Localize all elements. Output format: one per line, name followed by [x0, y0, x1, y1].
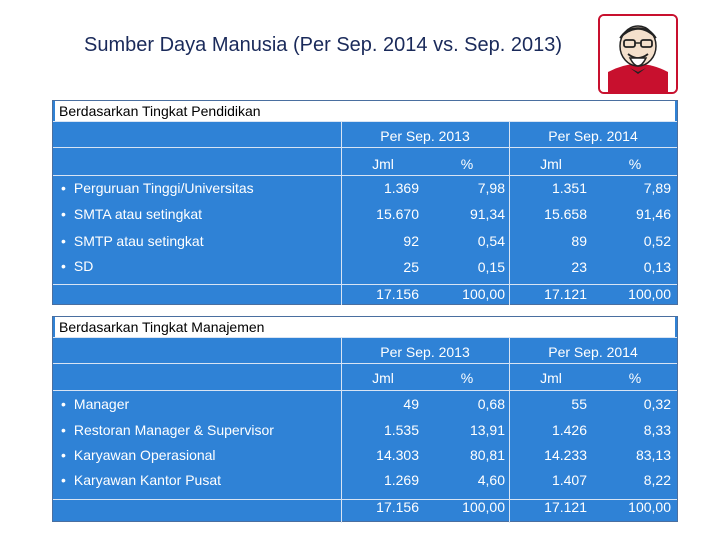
row-label: • Perguruan Tinggi/Universitas — [61, 180, 254, 196]
cell-pct-2013: 7,98 — [477, 180, 505, 196]
cell-jml-2014: 1.426 — [551, 422, 587, 438]
cell-pct-2014: 8,22 — [643, 472, 671, 488]
cell-pct-2013: 4,60 — [477, 472, 505, 488]
cell-pct-2014: 7,89 — [643, 180, 671, 196]
cell-jml-2013: 1.269 — [383, 472, 419, 488]
total-jml-2013: 17.156 — [376, 499, 419, 515]
cell-jml-2014: 23 — [571, 259, 587, 275]
cell-jml-2014: 1.407 — [551, 472, 587, 488]
management-heading: Berdasarkan Tingkat Manajemen — [55, 317, 675, 337]
cell-jml-2014: 15.658 — [544, 206, 587, 222]
cell-pct-2013: 13,91 — [469, 422, 505, 438]
total-jml-2014: 17.121 — [544, 499, 587, 515]
edu-col-pct-2013: % — [460, 156, 474, 172]
cell-jml-2013: 1.535 — [383, 422, 419, 438]
cell-pct-2014: 0,13 — [643, 259, 671, 275]
total-pct-2013: 100,00 — [462, 286, 505, 302]
management-table: Berdasarkan Tingkat Manajemen Per Sep. 2… — [52, 316, 678, 523]
cell-jml-2014: 55 — [571, 396, 587, 412]
cell-pct-2013: 80,81 — [469, 447, 505, 463]
cell-jml-2013: 1.369 — [383, 180, 419, 196]
mgmt-period-2014: Per Sep. 2014 — [548, 344, 638, 360]
edu-col-pct-2014: % — [628, 156, 642, 172]
cell-pct-2013: 0,54 — [477, 233, 505, 249]
edu-col-jml-2013: Jml — [372, 156, 394, 172]
kfc-logo — [598, 14, 678, 94]
cell-pct-2014: 8,33 — [643, 422, 671, 438]
education-table: Berdasarkan Tingkat Pendidikan Per Sep. … — [52, 100, 678, 305]
cell-jml-2014: 14.233 — [544, 447, 587, 463]
cell-jml-2013: 15.670 — [376, 206, 419, 222]
total-pct-2014: 100,00 — [628, 286, 671, 302]
cell-pct-2013: 0,15 — [477, 259, 505, 275]
colonel-face-icon — [600, 16, 676, 92]
mgmt-col-jml-2014: Jml — [540, 370, 562, 386]
cell-jml-2013: 49 — [403, 396, 419, 412]
edu-col-jml-2014: Jml — [540, 156, 562, 172]
edu-period-2014: Per Sep. 2014 — [548, 128, 638, 144]
mgmt-period-2013: Per Sep. 2013 — [380, 344, 470, 360]
education-heading: Berdasarkan Tingkat Pendidikan — [55, 101, 675, 121]
cell-jml-2013: 92 — [403, 233, 419, 249]
total-jml-2013: 17.156 — [376, 286, 419, 302]
mgmt-col-jml-2013: Jml — [372, 370, 394, 386]
cell-pct-2013: 91,34 — [469, 206, 505, 222]
cell-pct-2013: 0,68 — [477, 396, 505, 412]
mgmt-col-pct-2014: % — [628, 370, 642, 386]
row-label: • SD — [61, 258, 94, 274]
row-label: • SMTP atau setingkat — [61, 233, 204, 249]
row-label: • Karyawan Kantor Pusat — [61, 472, 221, 488]
cell-jml-2013: 25 — [403, 259, 419, 275]
row-label: • SMTA atau setingkat — [61, 206, 203, 222]
total-jml-2014: 17.121 — [544, 286, 587, 302]
cell-jml-2013: 14.303 — [376, 447, 419, 463]
cell-pct-2014: 0,32 — [643, 396, 671, 412]
cell-jml-2014: 1.351 — [551, 180, 587, 196]
page-title: Sumber Daya Manusia (Per Sep. 2014 vs. S… — [84, 34, 563, 56]
total-pct-2013: 100,00 — [462, 499, 505, 515]
cell-pct-2014: 83,13 — [635, 447, 671, 463]
cell-jml-2014: 89 — [571, 233, 587, 249]
row-label: • Restoran Manager & Supervisor — [61, 422, 274, 438]
row-label: • Karyawan Operasional — [61, 447, 216, 463]
edu-period-2013: Per Sep. 2013 — [380, 128, 470, 144]
row-label: • Manager — [61, 396, 130, 412]
cell-pct-2014: 0,52 — [643, 233, 671, 249]
mgmt-col-pct-2013: % — [460, 370, 474, 386]
total-pct-2014: 100,00 — [628, 499, 671, 515]
cell-pct-2014: 91,46 — [635, 206, 671, 222]
